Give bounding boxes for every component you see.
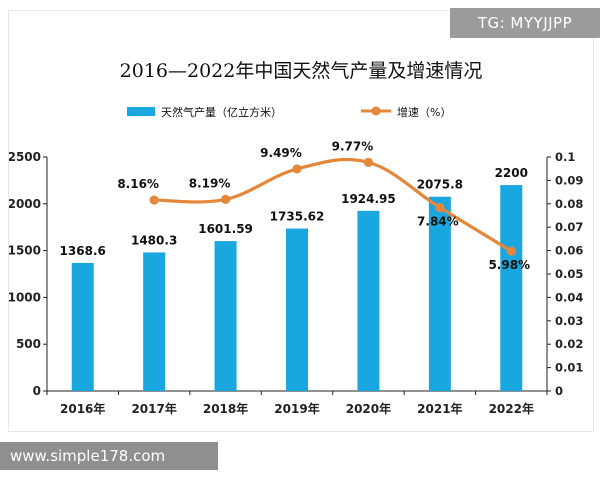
growth-line (154, 157, 513, 253)
y-right-tick-label: 0.06 (555, 244, 583, 258)
y-left-tick-label: 1500 (9, 244, 41, 258)
watermark-bottom: www.simple178.com (0, 442, 218, 470)
growth-point (292, 164, 302, 174)
growth-value-label: 9.49% (260, 146, 302, 160)
y-right-tick-label: 0.03 (555, 314, 583, 328)
x-tick-label: 2021年 (417, 401, 462, 416)
bar (143, 252, 166, 391)
growth-point (435, 202, 445, 213)
x-tick-label: 2018年 (203, 401, 248, 416)
y-right-tick-label: 0.02 (555, 337, 583, 351)
bar-value-label: 1480.3 (131, 233, 177, 247)
bar (286, 228, 308, 391)
growth-point (363, 157, 374, 167)
y-right-tick-label: 0.07 (555, 220, 583, 234)
growth-point (506, 246, 516, 256)
x-tick-label: 2017年 (131, 401, 176, 416)
y-left-tick-label: 1000 (9, 290, 41, 304)
bar-value-label: 2200 (495, 166, 528, 180)
y-right-tick-label: 0.1 (555, 150, 575, 164)
growth-point (220, 194, 231, 204)
x-tick-label: 2020年 (346, 401, 391, 416)
y-right-tick-label: 0.08 (555, 197, 583, 211)
growth-point (149, 195, 159, 205)
bar-value-label: 2075.8 (417, 178, 463, 192)
bar (71, 262, 94, 391)
growth-value-label: 7.84% (417, 215, 459, 229)
bar-value-label: 1735.62 (270, 210, 325, 224)
chart-panel: 2016—2022年中国天然气产量及增速情况天然气产量（亿立方米） 增速（%） 0 5… (8, 10, 594, 432)
x-tick-label: 2022年 (489, 401, 534, 416)
growth-value-label: 8.16% (117, 177, 159, 191)
bar (428, 196, 451, 391)
bar-value-label: 1368.6 (60, 244, 106, 258)
y-right-tick-label: 0.01 (555, 361, 583, 375)
growth-value-label: 8.19% (189, 176, 231, 190)
bar (214, 241, 237, 391)
y-left-tick-label: 2500 (9, 150, 41, 164)
y-right-tick-label: 0.04 (555, 290, 583, 304)
bar (500, 185, 523, 391)
bar (357, 210, 380, 391)
x-tick-label: 2019年 (274, 401, 319, 416)
growth-value-label: 5.98% (488, 258, 530, 272)
y-right-tick-label: 0.09 (555, 173, 583, 187)
y-right-tick-label: 0 (555, 384, 563, 398)
x-tick-label: 2016年 (60, 401, 105, 416)
y-left-tick-label: 0 (33, 384, 41, 398)
growth-value-label: 9.77% (332, 139, 374, 153)
legend-line-label: 增速（%） (397, 105, 451, 119)
legend-bar-label: 天然气产量（亿立方米） (161, 105, 282, 119)
bar-value-label: 1924.95 (341, 192, 396, 206)
chart-title: 2016—2022年中国天然气产量及增速情况 (120, 60, 483, 82)
y-left-tick-label: 2000 (9, 197, 41, 211)
legend-bar-swatch (127, 107, 155, 116)
bar-value-label: 1601.59 (198, 222, 253, 236)
watermark-top: TG: MYYJJPP (450, 8, 600, 38)
y-left-tick-label: 500 (16, 337, 41, 351)
legend-line-marker (371, 106, 381, 116)
y-right-tick-label: 0.05 (555, 267, 583, 281)
